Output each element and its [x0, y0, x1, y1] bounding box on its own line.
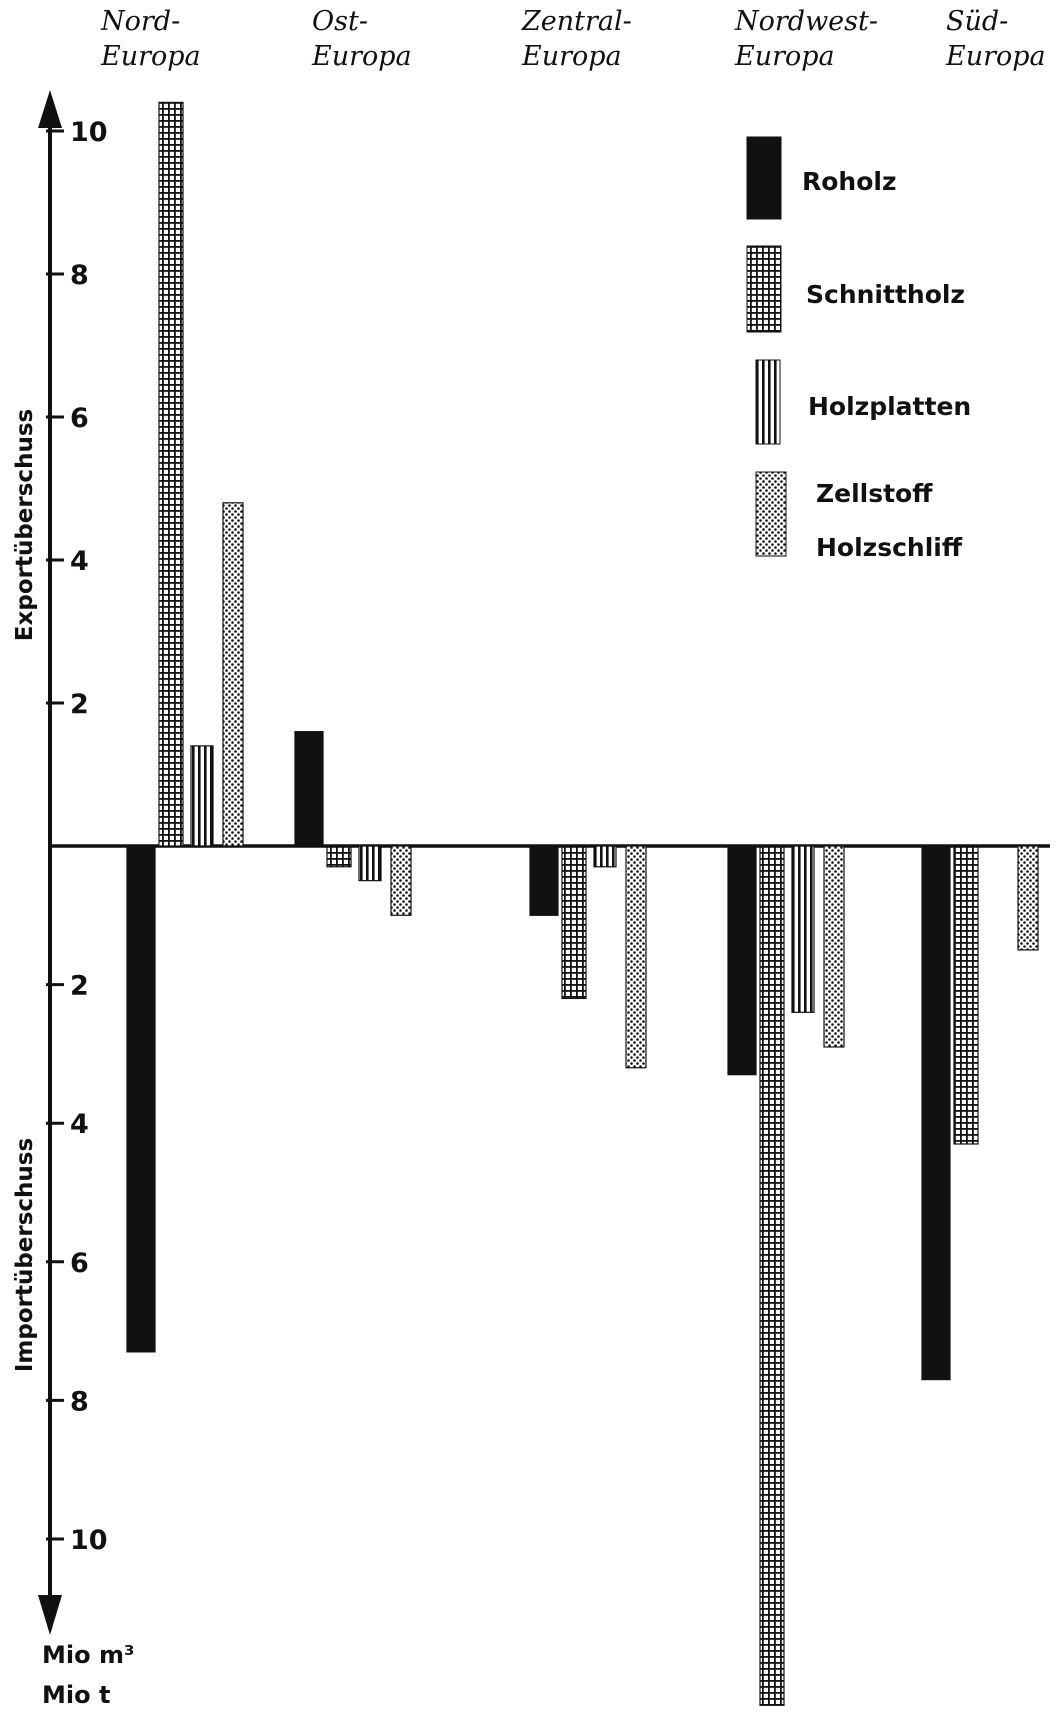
legend-swatch-zellstoff-holzschliff	[755, 471, 787, 557]
region-label-0-line-0: Nord-	[100, 6, 180, 37]
y-tick-label-export-10: 10	[70, 117, 108, 148]
region-label-0-line-1: Europa	[100, 41, 201, 72]
y-axis-title-import: Importüberschuss	[12, 1138, 38, 1372]
y-tick-label-export-4: 4	[70, 546, 89, 577]
bar-holzplatten-zentral-europa	[593, 845, 617, 868]
legend-label-holzschliff: Holzschliff	[816, 533, 963, 562]
legend-swatch-schnittholz	[746, 245, 782, 333]
y-tick-label-import-10: 10	[70, 1525, 108, 1556]
bar-roholz-s-d-europa	[921, 845, 951, 1381]
region-label-3-line-1: Europa	[734, 41, 835, 72]
bar-roholz-ost-europa	[294, 730, 324, 847]
bar-schnittholz-s-d-europa	[953, 845, 979, 1145]
bar-zellstoff-holzschliff-ost-europa	[390, 845, 412, 916]
legend-swatch-holzplatten	[755, 359, 781, 445]
region-label-1-line-1: Europa	[311, 41, 412, 72]
legend-label-holzplatten: Holzplatten	[808, 392, 971, 421]
unit-label-1: Mio t	[42, 1681, 110, 1709]
y-tick-label-import-4: 4	[70, 1109, 89, 1140]
bar-roholz-zentral-europa	[529, 845, 559, 916]
region-label-4-line-0: Süd-	[946, 6, 1008, 37]
y-tick-label-export-8: 8	[70, 260, 89, 291]
y-axis-arrow-up	[38, 90, 62, 128]
labels-group: 10 8 6 4 2 2 4 6 8 10 Exportüberschuss Importübersc…	[12, 6, 1046, 1709]
region-label-1-line-0: Ost-	[312, 6, 368, 37]
bar-schnittholz-nord-europa	[158, 101, 184, 847]
bar-zellstoff-holzschliff-zentral-europa	[625, 845, 647, 1069]
region-label-2-line-0: Zentral-	[521, 6, 632, 37]
bar-roholz-nord-europa	[126, 845, 156, 1353]
region-label-4-line-1: Europa	[945, 41, 1046, 72]
bar-zellstoff-holzschliff-nord-europa	[222, 502, 244, 847]
bar-schnittholz-ost-europa	[326, 845, 352, 868]
y-axis-arrow-down	[38, 1595, 62, 1635]
legend-label-schnittholz: Schnittholz	[806, 280, 965, 309]
y-tick-label-import-8: 8	[70, 1386, 89, 1417]
region-label-2-line-1: Europa	[521, 41, 622, 72]
bar-roholz-nordwest-europa	[727, 845, 757, 1076]
bars-group	[126, 101, 1039, 1706]
legend: Roholz Schnittholz Holzplatten Zellstoff Hol…	[746, 136, 971, 562]
bar-zellstoff-holzschliff-nordwest-europa	[823, 845, 845, 1048]
y-tick-label-import-2: 2	[70, 971, 89, 1002]
bar-schnittholz-zentral-europa	[561, 845, 587, 1000]
bar-holzplatten-nord-europa	[190, 745, 214, 847]
y-tick-label-export-6: 6	[70, 403, 89, 434]
legend-swatch-roholz	[746, 136, 782, 220]
bar-holzplatten-ost-europa	[358, 845, 382, 882]
y-axis-title-export: Exportüberschuss	[12, 409, 38, 641]
legend-label-roholz: Roholz	[802, 167, 897, 196]
bar-schnittholz-nordwest-europa	[759, 845, 785, 1706]
region-label-3-line-0: Nordwest-	[734, 6, 878, 37]
y-tick-label-export-2: 2	[70, 689, 89, 720]
y-tick-label-import-6: 6	[70, 1248, 89, 1279]
legend-label-zellstoff: Zellstoff	[816, 479, 933, 508]
bar-holzplatten-nordwest-europa	[791, 845, 815, 1013]
bar-zellstoff-holzschliff-s-d-europa	[1017, 845, 1039, 951]
unit-label-0: Mio m³	[42, 1641, 134, 1669]
